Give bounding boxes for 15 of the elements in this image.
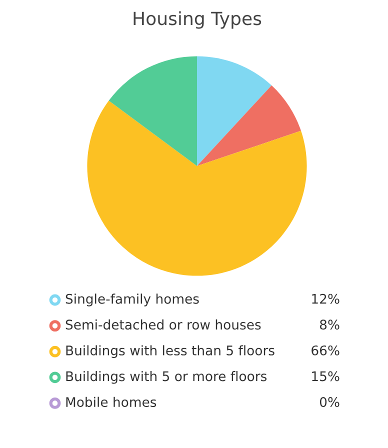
legend-label: Buildings with less than 5 floors [66, 345, 274, 358]
legend-label: Mobile homes [66, 396, 156, 408]
text: 0% [320, 397, 340, 408]
pie-slice [197, 85, 301, 166]
data-label: 66% [312, 345, 340, 356]
pie-slice [108, 56, 197, 166]
chart-title: Housing Types [134, 11, 262, 29]
legend-label: Semi-detached or row houses [66, 319, 261, 330]
legend-label: Buildings with 5 or more floors [66, 371, 267, 384]
data-label: 15% [312, 371, 340, 382]
legend-label: Single-family homes [66, 294, 199, 306]
pie-slice [197, 56, 272, 166]
data-label: 12% [312, 294, 340, 304]
data-label: 8% [320, 320, 340, 330]
pie-slice [87, 100, 307, 276]
